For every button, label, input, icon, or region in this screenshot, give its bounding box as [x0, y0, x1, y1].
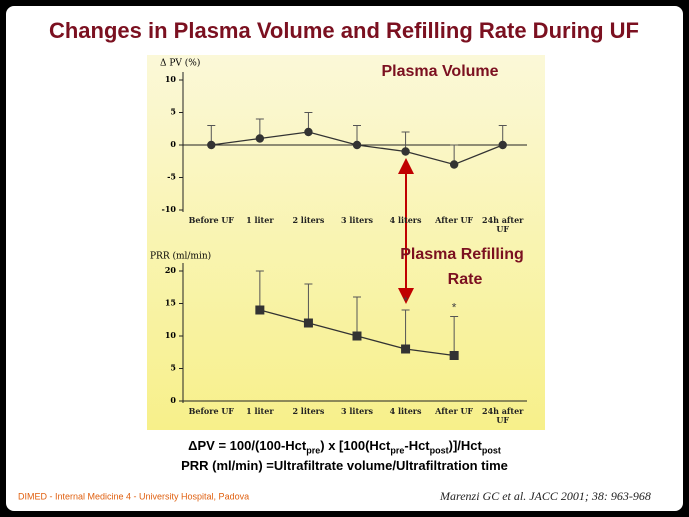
formula-part: ΔPV = 100/(100-Hct: [188, 438, 307, 453]
marker: [255, 134, 265, 143]
error-bar: [255, 270, 264, 310]
formula-part: )]/Hct: [448, 438, 482, 453]
subscript: post: [481, 445, 501, 456]
marker: [304, 127, 313, 137]
y-axis-label: Δ PV (%): [160, 58, 200, 69]
x-tick-label: 3 liters: [341, 215, 373, 225]
x-tick-label: 24h after UF: [482, 406, 524, 425]
error-bar: [353, 296, 361, 336]
marker: [449, 351, 459, 360]
x-tick-label: After UF: [435, 215, 474, 225]
significance-label: *: [403, 294, 408, 308]
x-tick-label: 2 liters: [292, 215, 325, 225]
annotation: Plasma Refilling: [400, 246, 524, 263]
marker: [449, 160, 459, 169]
formula-part: ) x [100(Hct: [320, 438, 391, 453]
marker: [401, 147, 410, 156]
y-tick-label: 5: [170, 107, 176, 117]
error-bar: [304, 283, 313, 323]
error-bar: [401, 309, 410, 349]
marker: [401, 344, 411, 354]
y-tick-label: 0: [170, 139, 176, 149]
x-tick-label: 2 liters: [292, 406, 325, 416]
marker: [352, 331, 362, 341]
x-tick-label: 1 liter: [246, 215, 274, 225]
annotation: Rate: [448, 271, 483, 288]
y-tick-label: 10: [165, 74, 177, 84]
annotation: Plasma Volume: [381, 63, 498, 80]
y-tick-label: 15: [165, 298, 176, 308]
marker: [207, 140, 216, 150]
y-tick-label: -5: [167, 172, 176, 182]
y-tick-label: 10: [165, 330, 177, 340]
subscript: pre: [390, 445, 405, 456]
slide-title: Changes in Plasma Volume and Refilling R…: [49, 18, 639, 43]
chart-panel: [147, 55, 545, 430]
citation: Marenzi GC et al. JACC 2001; 38: 963-968: [439, 489, 651, 503]
x-tick-label: Before UF: [188, 215, 234, 225]
x-tick-label: 24h after UF: [482, 215, 524, 234]
y-axis-label: PRR (ml/min): [150, 251, 211, 262]
formula: PRR (ml/min) =Ultrafiltrate volume/Ultra…: [181, 458, 508, 473]
marker: [498, 140, 507, 150]
y-tick-label: 20: [165, 265, 177, 275]
footer-left: DIMED - Internal Medicine 4 - University…: [18, 491, 249, 501]
y-tick-label: 0: [170, 395, 176, 405]
x-tick-label: 1 liter: [246, 406, 274, 416]
significance-label: *: [452, 301, 457, 315]
x-tick-label: 4 liters: [389, 406, 422, 416]
marker: [255, 305, 265, 315]
subscript: pre: [306, 445, 321, 456]
x-tick-label: 3 liters: [341, 406, 373, 416]
marker: [303, 318, 313, 328]
subscript: post: [429, 445, 449, 456]
x-tick-label: Before UF: [188, 406, 234, 416]
error-bar: [450, 316, 459, 356]
formula: ΔPV = 100/(100-Hctpre) x [100(Hctpre-Hct…: [0, 438, 689, 456]
x-tick-label: 4 liters: [389, 215, 422, 225]
y-tick-label: 5: [170, 363, 176, 373]
marker: [352, 140, 362, 150]
y-tick-label: -10: [162, 204, 177, 214]
formula-part: -Hct: [404, 438, 430, 453]
x-tick-label: After UF: [435, 406, 474, 416]
